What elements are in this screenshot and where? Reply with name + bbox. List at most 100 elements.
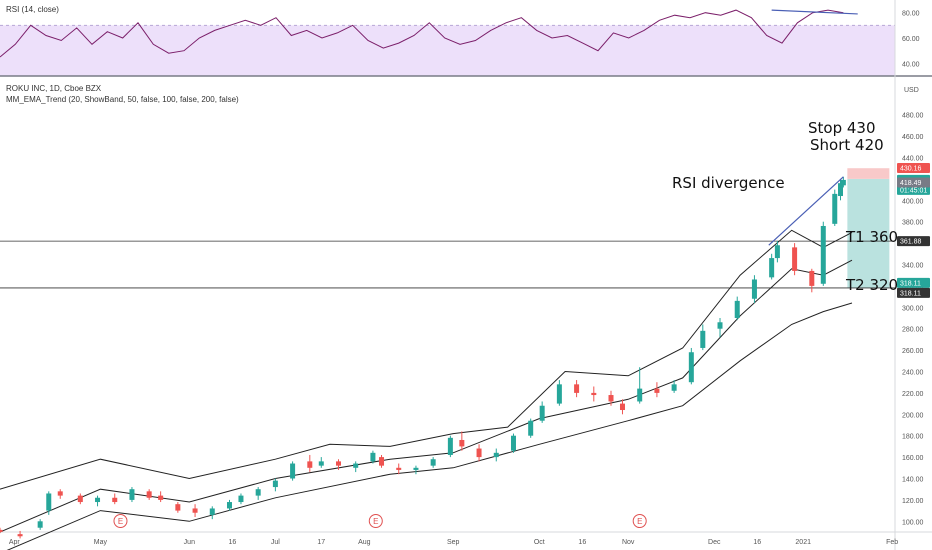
candle-body [654,388,660,393]
candle-body [539,405,545,421]
price-tag-label: 01:45:01 [900,187,927,194]
rsi-tick-label: 40.00 [902,61,920,68]
band-upper-line [0,229,853,490]
candle-body [396,467,402,470]
price-tick-label: 280.00 [902,327,924,334]
price-tag [897,287,930,298]
earnings-marker [368,514,383,528]
rsi-y-axis: 80.00 60.00 40.00 [902,11,920,69]
candle-body [528,420,534,436]
candle-body [46,493,52,511]
price-tick-label: 180.00 [902,434,924,441]
stop-zone [847,168,890,179]
price-tag [897,236,930,247]
time-tick-label: Feb [886,539,898,546]
candle-body [0,529,3,532]
candle-body [335,461,341,466]
candle-body [37,521,43,528]
price-tag-label: 318.11 [900,280,921,287]
rsi-tick-label: 80.00 [902,11,920,18]
price-tick-label: 220.00 [902,391,924,398]
rsi-tick-label: 60.00 [902,36,920,43]
time-tick-label: 16 [753,539,761,546]
candle-body [129,489,135,500]
candle-body [608,395,614,402]
candle-body [209,508,215,515]
band-middle-line [0,259,853,533]
price-tag-label: 318.11 [900,290,921,297]
price-tick-label: 440.00 [902,156,924,163]
price-divergence-line [768,176,844,246]
candle-body [57,491,63,496]
candle-body [255,489,261,496]
candle-body [112,497,118,503]
candle-body [238,495,244,503]
price-tag [897,177,930,188]
earnings-marker [113,514,128,528]
price-tag-label: 430.16 [900,166,922,173]
price-panel: E E E 480.00 460.00 440.00 400.00 380.00 340.00… [0,84,930,550]
price-tag-label: 361.88 [900,239,922,246]
candle-body [700,330,706,348]
candles [0,176,846,539]
earnings-marker-label: E [373,517,378,526]
price-tick-label: 140.00 [902,477,924,484]
candle-body [717,322,723,329]
short-annotation: Short 420 [810,136,884,154]
candle-body [769,258,775,278]
candle-body [493,452,499,458]
rsi-divergence-arrow [771,9,858,15]
earnings-marker [632,514,647,528]
t1-annotation: T1 360 [845,228,898,246]
rsi-label: RSI (14, close) [6,5,59,14]
time-tick-label: Sep [447,539,460,546]
price-tick-label: 200.00 [902,412,924,419]
candle-body [619,403,625,411]
currency-label: USD [904,87,919,94]
time-tick-label: Jul [271,539,280,546]
candle-body [837,183,843,197]
candle-body [370,452,376,462]
candle-body [637,388,643,402]
price-tick-label: 400.00 [902,198,924,205]
rsi-band [0,25,895,76]
price-tick-label: 340.00 [902,263,924,270]
candle-body [832,193,838,224]
chart-title: ROKU INC, 1D, Cboe BZX [6,84,102,93]
candle-body [272,480,278,488]
price-tick-label: 260.00 [902,348,924,355]
rsi-line [0,9,844,58]
candle-body [318,461,324,466]
candle-body [591,392,597,396]
price-tick-label: 100.00 [902,519,924,526]
stop-annotation: Stop 430 [808,119,876,137]
earnings-marker-label: E [637,517,642,526]
band-lower-line [6,302,853,550]
candle-body [353,463,359,468]
time-x-axis: Apr May Jun 16 Jul 17 Aug Sep Oct 16 Nov Dec 16 2021 F… [9,539,898,546]
candle-body [510,435,516,451]
t2-annotation: T2 320 [845,276,898,294]
candle-body [751,279,757,299]
price-tick-label: 120.00 [902,498,924,505]
candle-body [430,459,436,466]
candle-body [671,384,677,391]
candle-body [192,508,198,513]
earnings-marker-label: E [118,517,123,526]
candle-body [379,457,385,466]
time-tick-label: Nov [622,539,635,546]
time-tick-label: 17 [317,539,325,546]
candle-body [158,495,164,500]
candle-body [17,534,23,537]
time-tick-label: 16 [578,539,586,546]
candle-body [688,352,694,383]
candle-body [556,384,562,404]
candle-body [95,497,101,503]
candle-body [226,502,232,509]
candle-body [290,463,296,479]
price-tick-label: 160.00 [902,455,924,462]
candle-body [574,384,580,393]
price-tag-label: 418.49 [900,180,922,187]
